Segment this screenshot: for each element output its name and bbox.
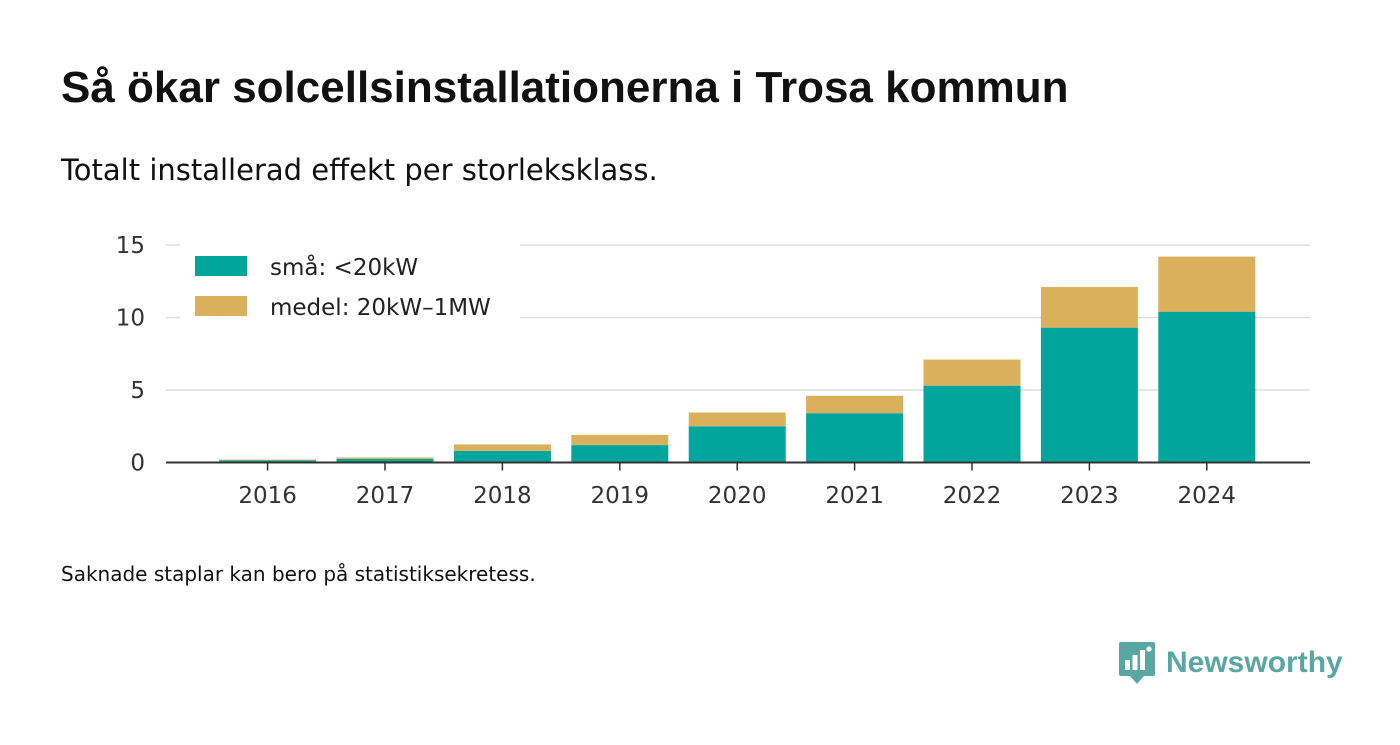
x-tick-label: 2022 [943, 483, 1002, 509]
y-axis-ticks: 0 5 10 15 [116, 233, 145, 477]
x-tick-label: 2023 [1060, 483, 1119, 509]
chart-bubble-icon [1119, 642, 1155, 684]
x-tick-label: 2017 [356, 483, 415, 509]
bar-2020-medium [688, 412, 786, 427]
bar-2018-medium [453, 444, 551, 451]
bar-2022-small [923, 385, 1021, 463]
bar-2020-small [688, 426, 786, 463]
bar-2016-small [219, 460, 317, 463]
bars [219, 256, 1256, 463]
x-tick-label: 2024 [1178, 483, 1237, 509]
legend-label-small: små: <20kW [270, 253, 418, 281]
x-tick-label: 2021 [825, 483, 884, 509]
bar-2023-medium [1040, 287, 1138, 328]
bar-2019-medium [571, 434, 669, 446]
bar-2021-medium [806, 395, 904, 414]
bar-2024-small [1158, 311, 1256, 463]
x-tick-label: 2019 [591, 483, 650, 509]
bar-2018-small [453, 450, 551, 463]
y-tick-label: 10 [116, 306, 145, 332]
bar-2017-medium [336, 457, 434, 459]
logo-wordmark: Newsworthy [1166, 646, 1343, 679]
y-tick-label: 15 [116, 233, 145, 259]
bar-2021-small [806, 413, 904, 463]
bar-2022-medium [923, 359, 1021, 386]
chart-title: Så ökar solcellsinstallationerna i Trosa… [61, 63, 1069, 112]
chart-subtitle: Totalt installerad effekt per storlekskl… [61, 153, 658, 187]
x-tick-label: 2018 [473, 483, 532, 509]
legend-label-medium: medel: 20kW–1MW [270, 295, 491, 321]
legend-swatch-small [195, 256, 247, 276]
footnote: Saknade staplar kan bero på statistiksek… [61, 562, 536, 586]
y-tick-label: 5 [130, 378, 145, 404]
newsworthy-logo: Newsworthy [1118, 640, 1343, 686]
legend-swatch-medium [195, 296, 247, 316]
bar-2019-small [571, 445, 669, 463]
legend: små: <20kW medel: 20kW–1MW [180, 240, 520, 328]
x-tick-label: 2016 [238, 483, 297, 509]
x-tick-label: 2020 [708, 483, 767, 509]
bar-2023-small [1040, 327, 1138, 463]
x-axis-ticks: 2016 2017 2018 2019 2020 2021 2022 2023 2024 [238, 462, 1237, 509]
bar-2017-small [336, 458, 434, 463]
y-tick-label: 0 [130, 451, 145, 477]
bar-2016-medium [219, 459, 317, 461]
bar-2024-medium [1158, 256, 1256, 312]
